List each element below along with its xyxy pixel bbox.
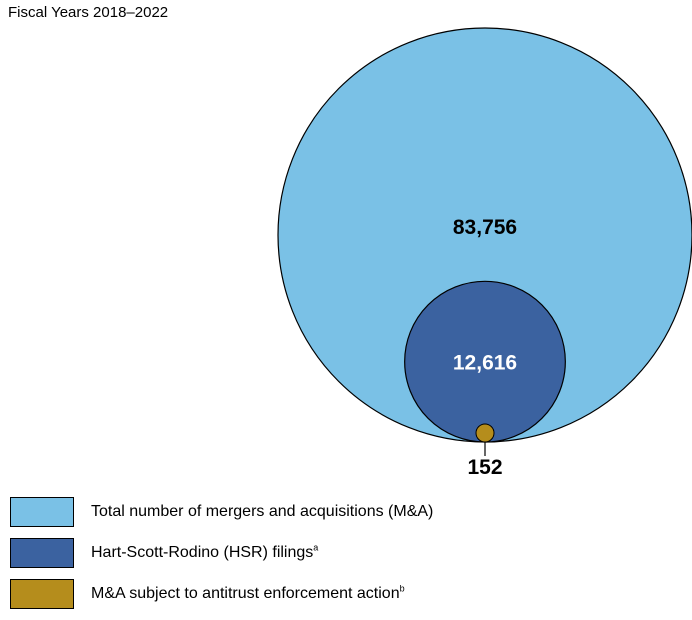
legend-label-enforcement: M&A subject to antitrust enforcement act… bbox=[91, 583, 405, 603]
legend-item-hsr: Hart-Scott-Rodino (HSR) filingsa bbox=[10, 538, 610, 568]
legend-text-enforcement: M&A subject to antitrust enforcement act… bbox=[91, 585, 400, 602]
legend-label-total: Total number of mergers and acquisitions… bbox=[91, 503, 433, 521]
legend-text-hsr: Hart-Scott-Rodino (HSR) filings bbox=[91, 544, 314, 561]
value-label-hsr: 12,616 bbox=[453, 352, 517, 375]
legend-swatch-total bbox=[10, 497, 74, 527]
legend-footnote-enforcement: b bbox=[399, 583, 405, 594]
legend-swatch-enforcement bbox=[10, 579, 74, 609]
legend-label-hsr: Hart-Scott-Rodino (HSR) filingsa bbox=[91, 542, 319, 562]
value-label-enforcement: 152 bbox=[467, 456, 502, 479]
legend-swatch-hsr bbox=[10, 538, 74, 568]
value-label-total: 83,756 bbox=[453, 216, 517, 239]
chart-subtitle: Fiscal Years 2018–2022 bbox=[8, 4, 169, 21]
legend: Total number of mergers and acquisitions… bbox=[10, 497, 610, 620]
legend-text-total: Total number of mergers and acquisitions… bbox=[91, 503, 434, 520]
legend-footnote-hsr: a bbox=[313, 542, 319, 553]
legend-item-total: Total number of mergers and acquisitions… bbox=[10, 497, 610, 527]
bubble-enforcement bbox=[475, 423, 495, 443]
legend-item-enforcement: M&A subject to antitrust enforcement act… bbox=[10, 579, 610, 609]
